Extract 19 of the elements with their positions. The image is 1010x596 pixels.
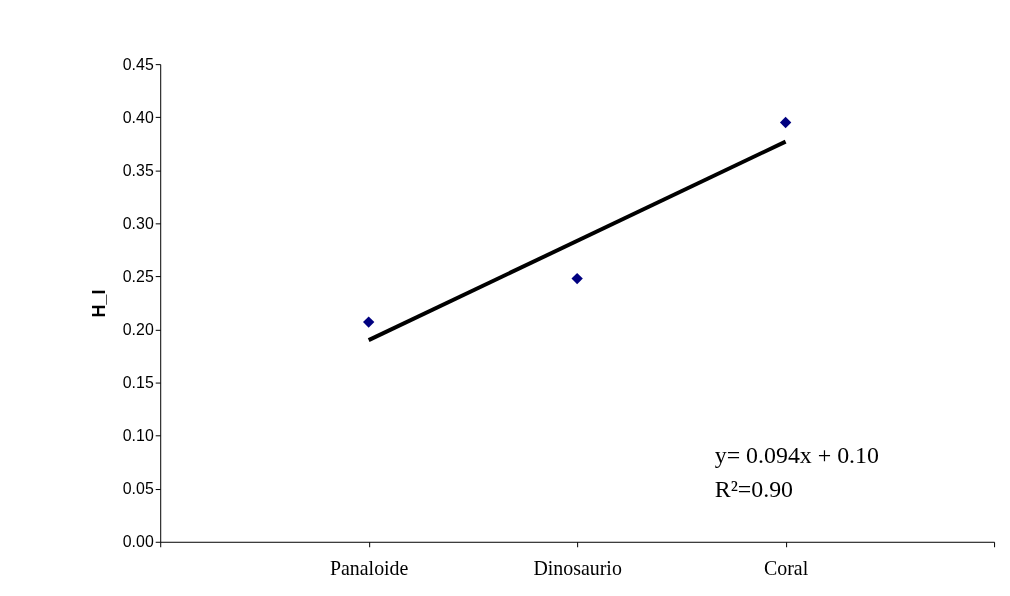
point <box>363 316 375 328</box>
annotation: R²=0.90 <box>714 475 794 502</box>
x-tick-label: Coral <box>764 557 809 580</box>
x-tick-label: Dinosaurio <box>533 557 622 580</box>
y-tick-label: 0.45 <box>122 55 154 73</box>
y-tick-label: 0.10 <box>122 427 154 445</box>
y-tick-label: 0.30 <box>122 214 154 232</box>
y-tick-label: 0.15 <box>122 374 154 392</box>
y-axis-title: H_I <box>88 289 109 318</box>
x-tick-label: Panaloide <box>329 557 409 580</box>
y-tick-label: 0.05 <box>122 480 154 498</box>
annotation: y= 0.094x + 0.10 <box>714 441 879 468</box>
point <box>779 116 792 129</box>
y-tick-label: 0.25 <box>122 267 154 285</box>
y-tick-label: 0.00 <box>122 533 154 551</box>
y-tick-label: 0.20 <box>122 320 154 338</box>
y-tick-label: 0.35 <box>122 161 154 179</box>
y-tick-label: 0.40 <box>122 108 154 126</box>
point <box>571 272 583 285</box>
